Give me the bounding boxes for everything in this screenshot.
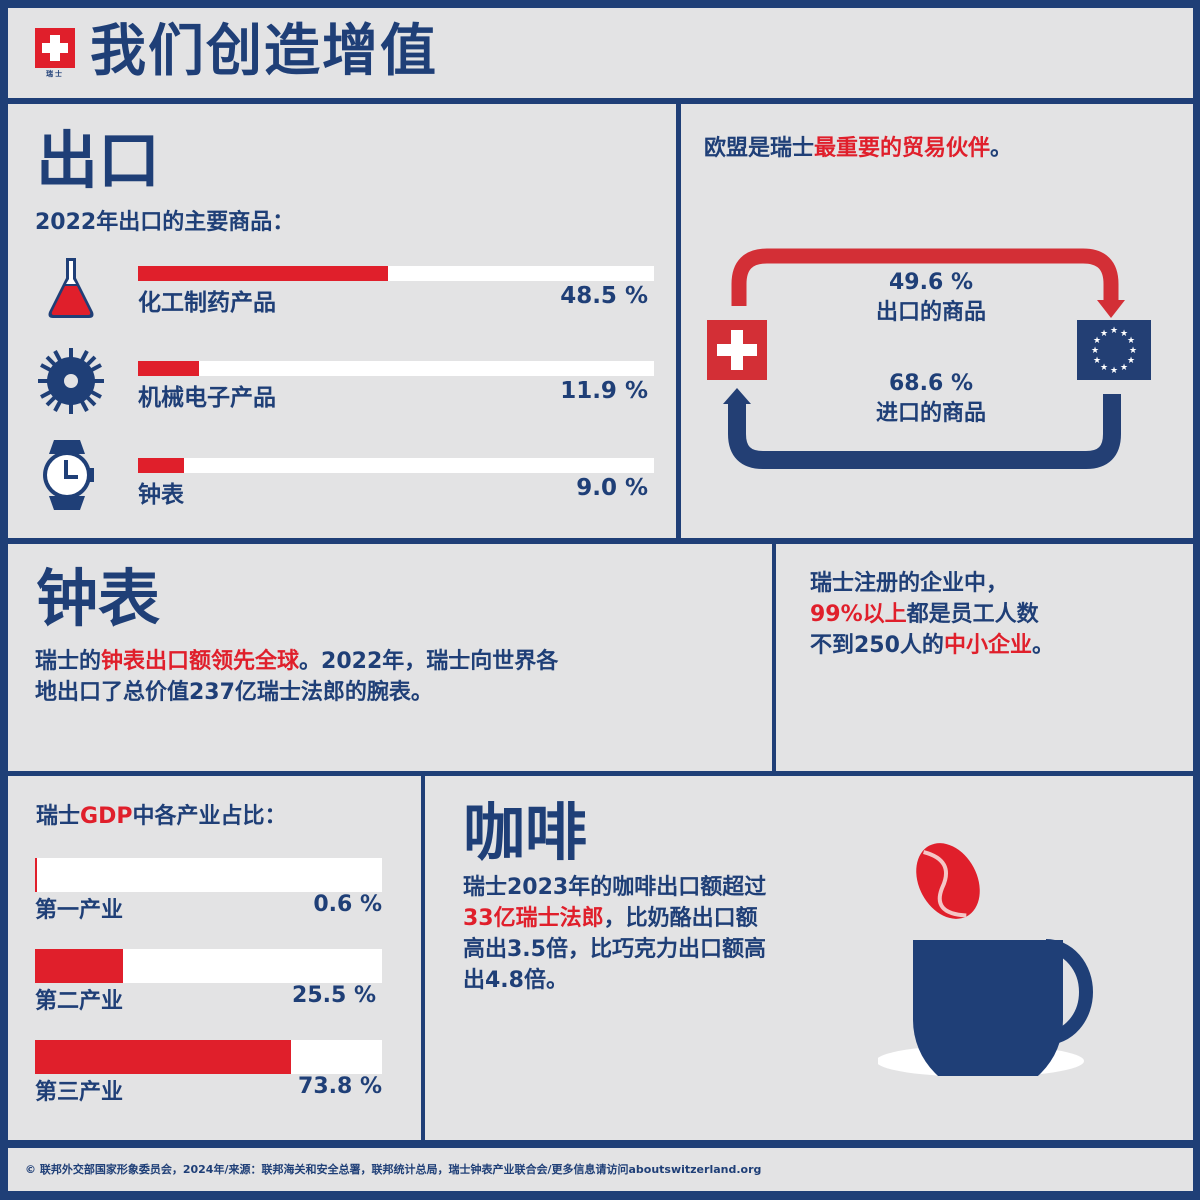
bar-label: 第三产业	[35, 1080, 124, 1105]
bar-label: 钟表	[138, 482, 184, 508]
bar-label: 化工制药产品	[138, 290, 276, 316]
bar-fill	[138, 361, 200, 376]
export-bar-row: 机械电子产品 11.9 %	[138, 361, 654, 412]
coffee-title: 咖啡	[463, 796, 588, 869]
footer: © 联邦外交部国家形象委员会，2024年/来源：联邦海关和安全总署，联邦统计总局…	[8, 1148, 1193, 1191]
svg-text:★: ★	[1110, 326, 1118, 336]
watches-text: 瑞士的钟表出口额领先全球。2022年，瑞士向世界各 地出口了总价值237亿瑞士法…	[35, 649, 559, 705]
watches-panel: 钟表 瑞士的钟表出口额领先全球。2022年，瑞士向世界各 地出口了总价值237亿…	[8, 544, 772, 771]
exports-title: 出口	[36, 124, 161, 197]
footer-credits: © 联邦外交部国家形象委员会，2024年/来源：联邦海关和安全总署，联邦统计总局…	[25, 1163, 762, 1176]
swiss-logo: 瑞士	[35, 28, 75, 78]
sme-panel: 瑞士注册的企业中， 99%以上都是员工人数 不到250人的中小企业。	[776, 544, 1193, 771]
swiss-flag-icon	[35, 28, 75, 68]
svg-text:★: ★	[1127, 336, 1135, 346]
watches-title: 钟表	[36, 562, 161, 635]
page-title: 我们创造增值	[90, 19, 438, 84]
export-stat: 49.6 % 出口的商品	[875, 270, 986, 325]
svg-text:★: ★	[1127, 356, 1135, 366]
svg-text:★: ★	[1091, 346, 1099, 356]
flask-icon	[36, 254, 106, 324]
coffee-panel: 咖啡 瑞士2023年的咖啡出口额超过 33亿瑞士法郎，比奶酪出口额 高出3.5倍…	[425, 776, 1193, 1140]
bar-track	[138, 266, 654, 281]
bar-track	[35, 1040, 382, 1074]
bar-track	[35, 858, 382, 892]
svg-text:★: ★	[1110, 366, 1118, 376]
svg-text:★: ★	[1100, 363, 1108, 373]
svg-text:★: ★	[1093, 336, 1101, 346]
bar-track	[35, 949, 382, 983]
svg-text:★: ★	[1093, 356, 1101, 366]
bar-label: 第二产业	[35, 989, 124, 1014]
export-bar-row: 钟表 9.0 %	[138, 458, 654, 509]
gdp-panel: 瑞士GDP中各产业占比： 第一产业 0.6 % 第二产业 25.5 % 第三产业…	[8, 776, 421, 1140]
bar-value: 48.5 %	[560, 283, 648, 309]
svg-text:★: ★	[1100, 329, 1108, 339]
bar-track	[138, 361, 654, 376]
gdp-bar-row: 第三产业 73.8 %	[35, 1040, 382, 1106]
gear-icon	[36, 346, 106, 416]
bar-value: 11.9 %	[560, 378, 648, 404]
gdp-bar-row: 第二产业 25.5 %	[35, 949, 382, 1015]
svg-text:★: ★	[1120, 329, 1128, 339]
svg-text:★: ★	[1120, 363, 1128, 373]
gdp-bar-row: 第一产业 0.6 %	[35, 858, 382, 924]
bar-value: 73.8 %	[298, 1074, 382, 1099]
bar-fill	[138, 458, 185, 473]
watch-icon	[36, 438, 106, 510]
bar-value: 0.6 %	[313, 892, 382, 917]
gdp-title: 瑞士GDP中各产业占比：	[36, 804, 287, 829]
bar-value: 9.0 %	[576, 475, 648, 501]
exports-panel: 出口 2022年出口的主要商品： 化工制药产品 48.5 %	[8, 104, 676, 538]
import-arrow	[728, 394, 1121, 469]
export-arrow	[731, 248, 1119, 306]
export-bar-row: 化工制药产品 48.5 %	[138, 266, 654, 317]
bar-label: 机械电子产品	[138, 385, 276, 411]
svg-text:★: ★	[1129, 346, 1137, 356]
import-stat: 68.6 % 进口的商品	[875, 371, 986, 426]
coffee-cup-icon	[876, 836, 1098, 1095]
bar-value: 25.5 %	[292, 983, 376, 1008]
bar-label: 第一产业	[35, 898, 124, 923]
eu-title: 欧盟是瑞士最重要的贸易伙伴。	[704, 136, 1013, 161]
trade-flow-diagram: ★ ★ ★ ★ ★ ★ ★ ★ ★ ★ ★ ★ 49.6 % 出口的商品 68.…	[701, 234, 1161, 484]
exports-subtitle: 2022年出口的主要商品：	[35, 210, 295, 235]
bar-fill	[35, 858, 38, 892]
bar-track	[138, 458, 654, 473]
logo-caption: 瑞士	[46, 70, 64, 78]
bar-fill	[35, 949, 124, 983]
header: 瑞士 我们创造增值	[8, 8, 1193, 98]
bar-fill	[138, 266, 389, 281]
sme-text: 瑞士注册的企业中， 99%以上都是员工人数 不到250人的中小企业。	[810, 571, 1054, 658]
coffee-text: 瑞士2023年的咖啡出口额超过 33亿瑞士法郎，比奶酪出口额 高出3.5倍，比巧…	[463, 875, 767, 993]
bar-fill	[35, 1040, 292, 1074]
eu-trade-panel: 欧盟是瑞士最重要的贸易伙伴。 ★ ★ ★ ★ ★ ★ ★ ★	[681, 104, 1193, 538]
